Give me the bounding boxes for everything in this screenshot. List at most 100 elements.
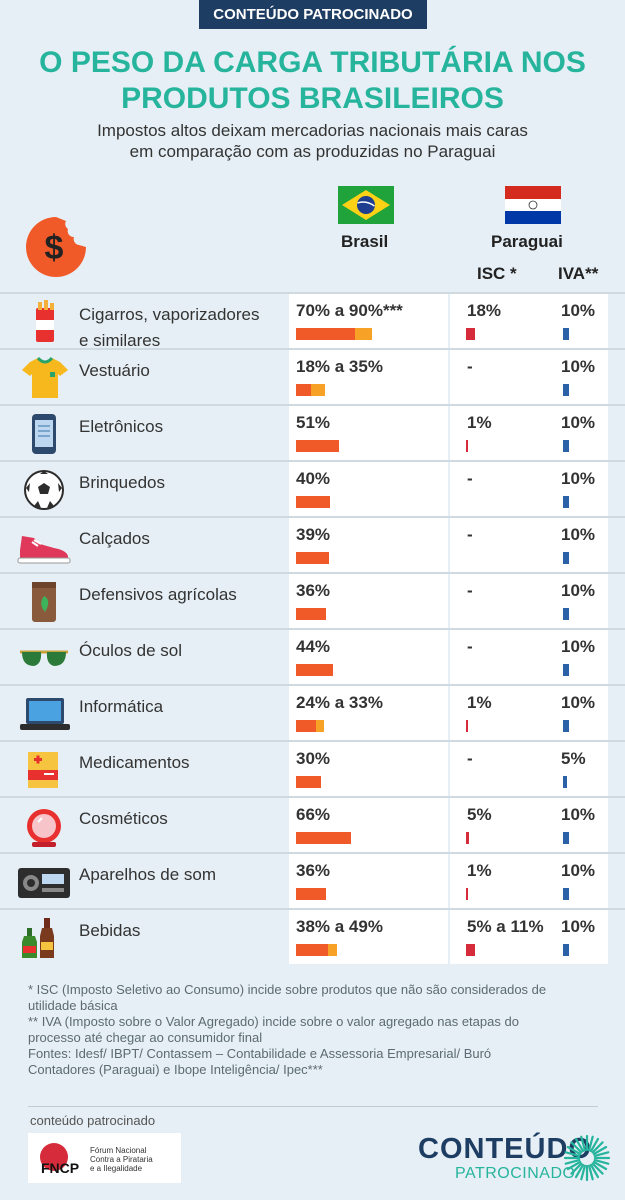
brasil-value-label: 36% [296,861,331,880]
col-isc-header: ISC * [477,264,517,283]
category-name: Eletrônicos [79,414,289,440]
category-name-line: Brinquedos [79,473,166,492]
col-paraguai-header: Paraguai [491,232,563,251]
iva-value-label: 10% [561,637,596,656]
brasil-value-label: 24% a 33% [296,693,383,712]
category-name-line: Medicamentos [79,753,190,772]
brasil-value-label: 39% [296,525,331,544]
brasil-bar-min [296,496,330,508]
category-name: Medicamentos [79,750,289,776]
category-name-line: Cigarros, vaporizadores [79,305,260,324]
paraguai-cell [450,294,608,348]
paraguai-cell [450,686,608,740]
brasil-bar-min [296,384,311,396]
brasil-value-label: 44% [296,637,331,656]
isc-value-label: 18% [467,301,502,320]
category-name-line: e similares [79,331,161,350]
fncp-line: e a Ilegalidade [90,1164,143,1173]
paraguai-cell [450,350,608,404]
col-iva-header: IVA** [558,264,599,283]
coin-dollar-icon: $ [26,217,86,277]
brasil-bar-min [296,888,326,900]
category-name: Cigarros, vaporizadores e similares [79,302,289,354]
table-row: Aparelhos de som 36% 1% 10% [0,852,625,908]
paraguai-cell [450,742,608,796]
brasil-value-label: 66% [296,805,331,824]
footnotes: * ISC (Imposto Seletivo ao Consumo) inci… [28,982,598,1078]
isc-value-label: - [467,469,473,488]
category-name-line: Defensivos agrícolas [79,585,237,604]
fncp-text: Fórum Nacional Contra a Pirataria e a Il… [90,1146,153,1173]
brasil-value-label: 70% a 90%*** [296,301,403,320]
footnote-line: ** IVA (Imposto sobre o Valor Agregado) … [28,1014,519,1029]
iva-bar [563,328,569,340]
table-row: Óculos de sol 44% - 10% [0,628,625,684]
brand-line-1: CONTEÚDO [418,1133,592,1165]
iva-bar [563,608,569,620]
isc-value-label: - [467,525,473,544]
iva-bar [563,832,569,844]
fncp-line: Contra a Pirataria [90,1155,153,1164]
category-name: Calçados [79,526,289,552]
isc-bar [466,888,468,900]
category-name-line: Informática [79,697,164,716]
brasil-bar-min [296,440,339,452]
sneaker-icon [17,536,71,564]
footnote-line: * ISC (Imposto Seletivo ao Consumo) inci… [28,982,547,997]
category-name: Aparelhos de som [79,862,289,888]
iva-bar [563,888,569,900]
brasil-value-label: 40% [296,469,331,488]
paraguai-cell [450,462,608,516]
brasil-value-label: 38% a 49% [296,917,383,936]
isc-bar [466,720,468,732]
paraguai-cell [450,854,608,908]
isc-value-label: 1% [467,861,492,880]
iva-value-label: 10% [561,917,596,936]
iva-bar [563,944,569,956]
col-brasil-header: Brasil [341,232,389,251]
page-title: O PESO DA CARGA TRIBUTÁRIA NOS PRODUTOS … [0,45,625,117]
isc-value-label: - [467,357,473,376]
category-name-line: Vestuário [79,361,150,380]
iva-value-label: 10% [561,861,596,880]
iva-bar [563,776,567,788]
cigarette-pack-icon [36,300,54,342]
brasil-bar-min [296,720,316,732]
iva-value-label: 10% [561,357,596,376]
footnote-line: Contadores (Paraguai) e Ibope Inteligênc… [28,1062,323,1077]
footnote-line: processo até chegar ao consumidor final [28,1030,263,1045]
fncp-logo-box: FNCP Fórum Nacional Contra a Pirataria e… [28,1133,181,1183]
isc-value-label: - [467,749,473,768]
stereo-icon [18,868,70,898]
table-row: Bebidas 38% a 49% 5% a 11% 10% [0,908,625,964]
tshirt-icon [22,356,68,398]
title-line-1: O PESO DA CARGA TRIBUTÁRIA NOS [39,46,586,79]
iva-bar [563,720,569,732]
iva-bar [563,440,569,452]
category-name: Defensivos agrícolas [79,582,289,608]
page-subtitle: Impostos altos deixam mercadorias nacion… [0,120,625,162]
iva-value-label: 10% [561,413,596,432]
brasil-value-label: 51% [296,413,331,432]
isc-value-label: - [467,581,473,600]
sponsor-label: conteúdo patrocinado [30,1113,156,1128]
footer-divider [28,1106,598,1107]
title-line-2: PRODUTOS BRASILEIROS [121,82,504,115]
brasil-bar-min [296,944,328,956]
brasil-value-label: 36% [296,581,331,600]
brasil-bar-min [296,832,351,844]
pesticide-bag-icon [32,582,56,622]
sponsored-badge: CONTEÚDO PATROCINADO [199,0,427,29]
isc-bar [466,832,469,844]
iva-bar [563,496,569,508]
brasil-value-label: 18% a 35% [296,357,383,376]
iva-bar [563,552,569,564]
category-name: Brinquedos [79,470,289,496]
category-name-line: Cosméticos [79,809,168,828]
iva-value-label: 10% [561,469,596,488]
iva-bar [563,664,569,676]
table-row: Medicamentos 30% - 5% [0,740,625,796]
iva-value-label: 10% [561,581,596,600]
paraguai-cell [450,574,608,628]
brasil-bar-min [296,608,326,620]
